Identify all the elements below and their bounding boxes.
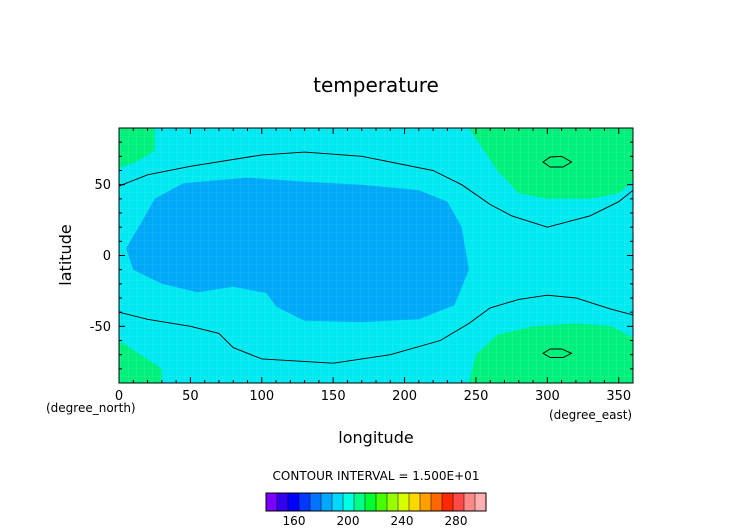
colorbar-segment xyxy=(475,493,486,511)
y-axis-label: latitude xyxy=(56,224,75,285)
contour-line xyxy=(542,348,573,358)
x-tick-label: 0 xyxy=(115,389,123,404)
colorbar-segment xyxy=(310,493,321,511)
x-tick-label: 350 xyxy=(606,389,631,404)
x-unit-label: (degree_east) xyxy=(549,408,632,422)
colorbar-segment xyxy=(288,493,299,511)
plot-texture xyxy=(119,128,633,383)
colorbar-segment xyxy=(277,493,288,511)
x-tick-label: 50 xyxy=(182,389,199,404)
colorbar-segment xyxy=(464,493,475,511)
colorbar-segment xyxy=(376,493,387,511)
colorbar-segment xyxy=(343,493,354,511)
contour-line xyxy=(119,294,633,364)
colorbar-tick-label: 280 xyxy=(445,514,468,528)
colorbar-segment xyxy=(354,493,365,511)
x-tick-label: 300 xyxy=(535,389,560,404)
colorbar-tick-label: 200 xyxy=(337,514,360,528)
colorbar-segment xyxy=(420,493,431,511)
x-tick-label: 250 xyxy=(464,389,489,404)
colorbar-segment xyxy=(321,493,332,511)
colorbar-segment xyxy=(398,493,409,511)
colorbar-segment xyxy=(332,493,343,511)
y-tick-label: 50 xyxy=(94,178,111,193)
colorbar xyxy=(265,492,487,512)
y-tick-label: -50 xyxy=(90,320,111,335)
contour-interval-label: CONTOUR INTERVAL = 1.500E+01 xyxy=(273,469,480,483)
colorbar-segment xyxy=(387,493,398,511)
x-tick-label: 150 xyxy=(321,389,346,404)
y-unit-label: (degree_north) xyxy=(46,401,136,415)
colorbar-segment xyxy=(266,493,277,511)
colorbar-tick-label: 240 xyxy=(391,514,414,528)
x-tick-label: 100 xyxy=(249,389,274,404)
colorbar-tick-label: 160 xyxy=(283,514,306,528)
y-tick-label: 0 xyxy=(103,249,111,264)
contour-line xyxy=(119,151,633,228)
colorbar-segment xyxy=(365,493,376,511)
x-tick-label: 200 xyxy=(392,389,417,404)
contour-line xyxy=(542,155,573,168)
x-axis-label: longitude xyxy=(338,428,413,447)
colorbar-segment xyxy=(409,493,420,511)
plot-area xyxy=(118,127,634,384)
contour-lines xyxy=(119,151,633,364)
colorbar-segment xyxy=(442,493,453,511)
colorbar-segment xyxy=(299,493,310,511)
axis-ticks xyxy=(118,127,634,384)
colorbar-segment xyxy=(453,493,464,511)
colorbar-segment xyxy=(431,493,442,511)
chart-title: temperature xyxy=(313,73,439,97)
